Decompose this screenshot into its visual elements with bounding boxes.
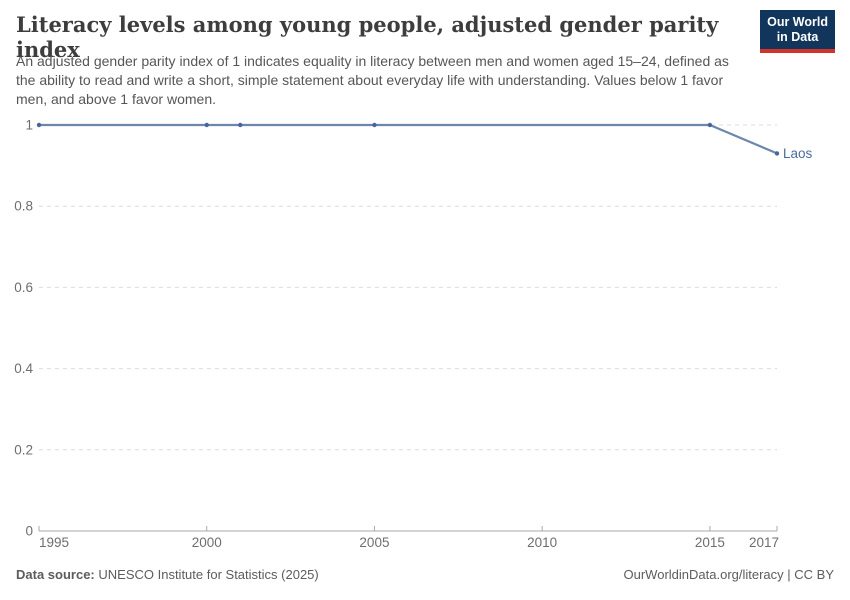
- y-tick-label: 0.6: [14, 280, 33, 295]
- data-point[interactable]: [372, 122, 377, 128]
- y-tick-label: 0.4: [14, 361, 33, 376]
- data-point[interactable]: [36, 122, 42, 128]
- chart-subtitle: An adjusted gender parity index of 1 ind…: [16, 53, 729, 107]
- series-label-laos[interactable]: Laos: [783, 146, 813, 161]
- x-tick-label: 2000: [192, 535, 222, 550]
- x-tick-label: 2015: [695, 535, 725, 550]
- x-tick-label: 2005: [359, 535, 389, 550]
- owid-logo-line2: in Data: [776, 30, 819, 44]
- chart-footer: Data source: UNESCO Institute for Statis…: [16, 567, 834, 582]
- data-source: Data source: UNESCO Institute for Statis…: [16, 567, 319, 582]
- data-point[interactable]: [774, 151, 780, 156]
- owid-credit-link[interactable]: OurWorldinData.org/literacy | CC BY: [623, 567, 834, 582]
- data-source-label: Data source:: [16, 567, 95, 582]
- x-tick-label: 2010: [527, 535, 557, 550]
- y-tick-label: 0: [25, 524, 33, 539]
- data-point[interactable]: [238, 122, 243, 128]
- owid-logo[interactable]: Our World in Data: [760, 10, 835, 53]
- y-tick-label: 0.2: [14, 442, 33, 457]
- data-point[interactable]: [707, 122, 713, 128]
- x-tick-label: 2017: [749, 535, 779, 550]
- data-source-value: UNESCO Institute for Statistics (2025): [98, 567, 319, 582]
- page-title: Literacy levels among young people, adju…: [16, 12, 719, 62]
- data-point[interactable]: [204, 122, 209, 128]
- series-line-laos[interactable]: [39, 123, 778, 155]
- owid-logo-line1: Our World: [767, 15, 828, 29]
- y-tick-label: 1: [25, 118, 33, 133]
- line-chart: 0 0.2 0.4 0.6 0.8 1 1995 2000 2005 2010 2015 2017 La…: [14, 118, 813, 551]
- y-tick-label: 0.8: [14, 199, 33, 214]
- x-tick-label: 1995: [39, 535, 69, 550]
